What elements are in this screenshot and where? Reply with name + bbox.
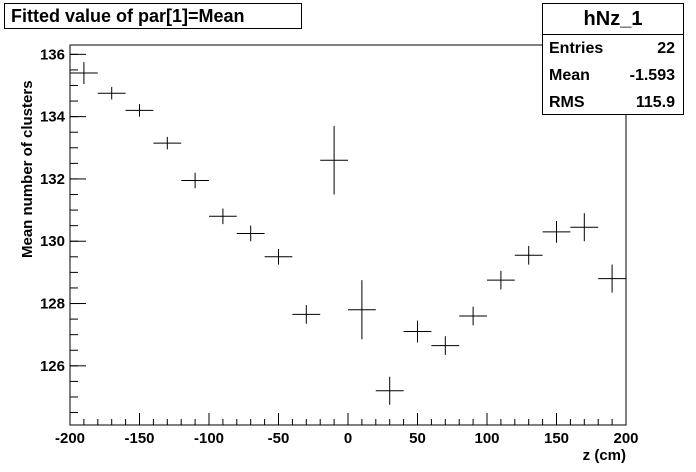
x-tick-label: 150	[544, 430, 569, 447]
x-tick-label: 50	[409, 430, 426, 447]
data-point	[292, 305, 321, 324]
data-point	[209, 208, 237, 225]
x-axis: -200 -150 -100 -50 0 50 100 150 200	[55, 413, 639, 447]
data-point	[70, 62, 98, 84]
stats-row-rms: RMS 115.9	[543, 89, 683, 116]
x-tick-label: 0	[344, 430, 352, 447]
y-axis-label: Mean number of clusters	[19, 80, 36, 258]
data-point	[403, 320, 432, 343]
data-point	[487, 270, 515, 290]
stats-value: -1.593	[629, 67, 675, 84]
data-point	[431, 336, 460, 355]
stats-value: 115.9	[635, 94, 675, 111]
stats-box: hNz_1 Entries 22 Mean -1.593 RMS 115.9	[542, 3, 684, 115]
data-point	[264, 249, 293, 265]
data-point	[181, 172, 209, 189]
stats-value: 22	[657, 40, 675, 57]
y-tick-label: 128	[40, 296, 65, 313]
data-point	[125, 104, 154, 117]
x-tick-label: 200	[613, 430, 638, 447]
data-point	[320, 125, 348, 195]
stats-histogram-name: hNz_1	[543, 4, 683, 35]
data-point	[542, 220, 571, 243]
y-tick-label: 130	[40, 233, 65, 250]
y-tick-label: 126	[40, 358, 65, 375]
x-tick-label: -50	[268, 430, 290, 447]
x-axis-label: z (cm)	[583, 447, 626, 464]
data-point	[375, 376, 404, 405]
data-point	[348, 280, 376, 340]
x-tick-label: -200	[55, 430, 85, 447]
x-tick-label: -100	[194, 430, 224, 447]
y-tick-label: 132	[40, 171, 65, 188]
y-tick-label: 136	[40, 46, 65, 63]
x-tick-label: -150	[124, 430, 154, 447]
x-tick-label: 100	[474, 430, 499, 447]
data-point	[598, 264, 626, 293]
data-point	[236, 225, 265, 242]
data-points	[70, 62, 626, 405]
y-axis: 126 128 130 132 134 136	[40, 46, 86, 414]
y-tick-label: 134	[40, 109, 66, 126]
data-point	[514, 245, 543, 265]
data-point	[570, 213, 599, 242]
data-point	[459, 306, 487, 326]
stats-label: Mean	[549, 67, 590, 84]
stats-row-mean: Mean -1.593	[543, 62, 683, 89]
data-point	[153, 136, 182, 150]
stats-row-entries: Entries 22	[543, 35, 683, 62]
stats-label: Entries	[549, 40, 604, 57]
chart-title: Fitted value of par[1]=Mean	[4, 3, 302, 29]
stats-label: RMS	[549, 94, 585, 111]
data-point	[97, 87, 126, 100]
